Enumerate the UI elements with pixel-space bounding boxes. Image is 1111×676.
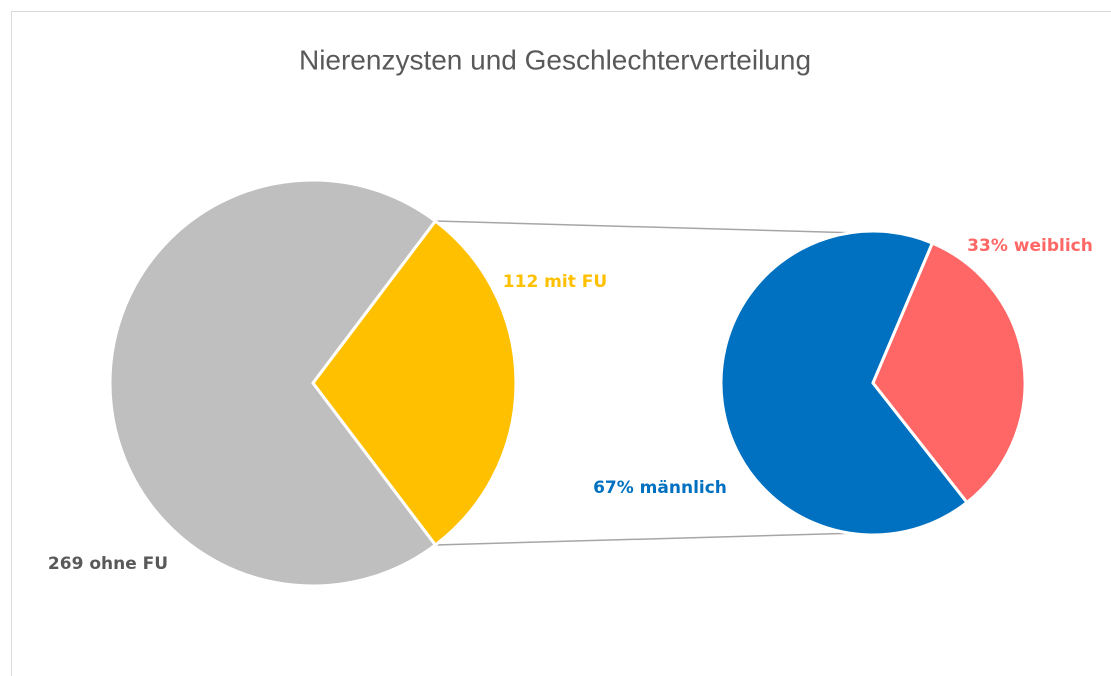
data-label: 269 ohne FU <box>48 554 168 574</box>
data-label: 112 mit FU <box>503 272 607 292</box>
pie-slice <box>108 178 437 588</box>
pie-slice <box>311 219 518 547</box>
data-label: 67% männlich <box>593 478 727 498</box>
pie-slice <box>871 241 1027 504</box>
data-label: 33% weiblich <box>967 236 1093 256</box>
connector-line <box>435 220 861 234</box>
chart-title: Nierenzysten und Geschlechterverteilung <box>299 44 811 75</box>
pie-slice <box>719 229 969 537</box>
connector-line <box>435 532 861 546</box>
